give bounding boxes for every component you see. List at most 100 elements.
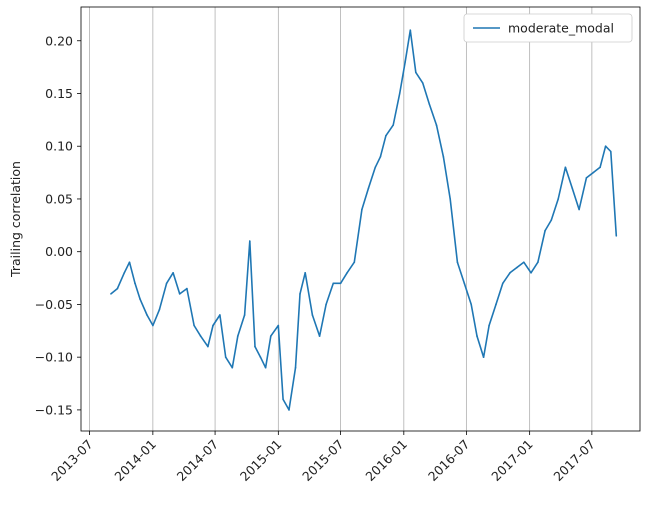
data-point bbox=[537, 261, 539, 264]
y-tick-label: 0.20 bbox=[45, 33, 73, 48]
data-point bbox=[476, 335, 478, 337]
x-tick-label: 2014-07 bbox=[174, 437, 222, 485]
data-point bbox=[428, 103, 431, 105]
x-tick-label: 2016-01 bbox=[362, 437, 410, 485]
data-point bbox=[361, 208, 363, 211]
x-tick-label: 2013-07 bbox=[48, 437, 96, 485]
data-point bbox=[207, 345, 209, 348]
data-point bbox=[128, 261, 131, 264]
data-point bbox=[311, 314, 314, 316]
data-point bbox=[199, 335, 202, 337]
data-point bbox=[219, 314, 221, 316]
data-point bbox=[288, 409, 290, 411]
data-point bbox=[304, 271, 306, 274]
data-point bbox=[404, 61, 406, 63]
x-tick-label: 2016-07 bbox=[425, 437, 473, 485]
data-point bbox=[116, 287, 119, 290]
data-point bbox=[544, 229, 546, 232]
data-point bbox=[488, 324, 490, 327]
data-point bbox=[332, 282, 335, 285]
grid-lines bbox=[89, 7, 593, 431]
data-point bbox=[392, 124, 394, 126]
data-point bbox=[509, 271, 511, 274]
data-point bbox=[178, 293, 181, 295]
data-point bbox=[134, 282, 136, 285]
data-point bbox=[530, 271, 532, 274]
series-line bbox=[110, 29, 618, 411]
data-point bbox=[398, 92, 401, 95]
x-axis: 2013-07 2014-01 2014-07 2015-01 2015-07 2016-… bbox=[48, 431, 598, 484]
data-point bbox=[585, 177, 588, 179]
data-point bbox=[264, 366, 267, 369]
y-tick-label: 0.15 bbox=[45, 86, 73, 101]
data-point bbox=[502, 282, 504, 285]
legend-label: moderate_modal bbox=[508, 21, 614, 36]
data-point bbox=[325, 303, 327, 306]
data-point bbox=[282, 398, 284, 401]
data-point bbox=[193, 324, 195, 327]
x-tick-label: 2014-01 bbox=[111, 437, 159, 485]
data-point bbox=[449, 198, 452, 200]
data-point bbox=[152, 324, 154, 327]
x-tick-label: 2017-07 bbox=[550, 437, 598, 485]
y-tick-label: −0.15 bbox=[35, 402, 73, 417]
y-tick-label: 0.00 bbox=[45, 244, 73, 259]
data-point bbox=[379, 155, 382, 158]
data-point bbox=[236, 335, 239, 337]
y-axis-label: Trailing correlation bbox=[8, 161, 23, 278]
y-tick-label: −0.05 bbox=[35, 297, 73, 312]
data-point bbox=[495, 303, 497, 306]
data-point bbox=[269, 335, 272, 337]
data-point bbox=[385, 134, 387, 137]
data-point bbox=[123, 271, 126, 274]
data-point bbox=[599, 166, 601, 169]
data-point bbox=[592, 171, 595, 174]
data-point bbox=[318, 335, 321, 337]
data-point bbox=[367, 187, 370, 190]
legend: moderate_modal bbox=[463, 13, 633, 43]
data-point bbox=[224, 356, 227, 358]
data-point bbox=[516, 266, 518, 269]
y-tick-label: 0.10 bbox=[45, 139, 73, 154]
data-point bbox=[571, 187, 574, 190]
data-point bbox=[578, 208, 580, 211]
data-point bbox=[609, 150, 612, 153]
data-point bbox=[374, 166, 377, 169]
data-point bbox=[110, 293, 112, 295]
x-tick-label: 2015-07 bbox=[299, 437, 347, 485]
data-point bbox=[421, 82, 424, 84]
x-tick-label: 2017-01 bbox=[488, 437, 536, 485]
data-point bbox=[231, 366, 234, 369]
data-point bbox=[259, 356, 262, 358]
data-point bbox=[550, 219, 553, 221]
data-point bbox=[557, 198, 559, 200]
data-point bbox=[346, 271, 348, 274]
data-point bbox=[463, 282, 466, 285]
y-axis: −0.15 −0.10 −0.05 0.00 0.05 0.10 0.15 0.20 bbox=[35, 33, 81, 417]
data-point bbox=[172, 271, 174, 274]
data-point bbox=[442, 155, 445, 158]
data-point bbox=[146, 314, 148, 316]
y-tick-label: −0.10 bbox=[35, 350, 73, 365]
data-point bbox=[186, 287, 188, 290]
data-point bbox=[435, 124, 438, 126]
data-point bbox=[522, 261, 525, 264]
data-point bbox=[139, 298, 141, 300]
data-point bbox=[353, 261, 356, 264]
data-point bbox=[564, 166, 567, 169]
legend-box bbox=[463, 13, 633, 43]
series-group bbox=[110, 29, 618, 411]
data-point bbox=[158, 308, 161, 311]
data-point bbox=[277, 324, 280, 327]
x-tick-label: 2015-01 bbox=[237, 437, 285, 485]
data-point bbox=[615, 235, 618, 237]
data-point bbox=[299, 293, 301, 295]
data-point bbox=[243, 314, 246, 316]
data-point bbox=[212, 324, 214, 327]
data-point bbox=[470, 303, 472, 306]
data-point bbox=[456, 261, 459, 264]
data-point bbox=[415, 71, 417, 74]
data-point bbox=[604, 145, 607, 148]
data-point bbox=[339, 282, 342, 285]
